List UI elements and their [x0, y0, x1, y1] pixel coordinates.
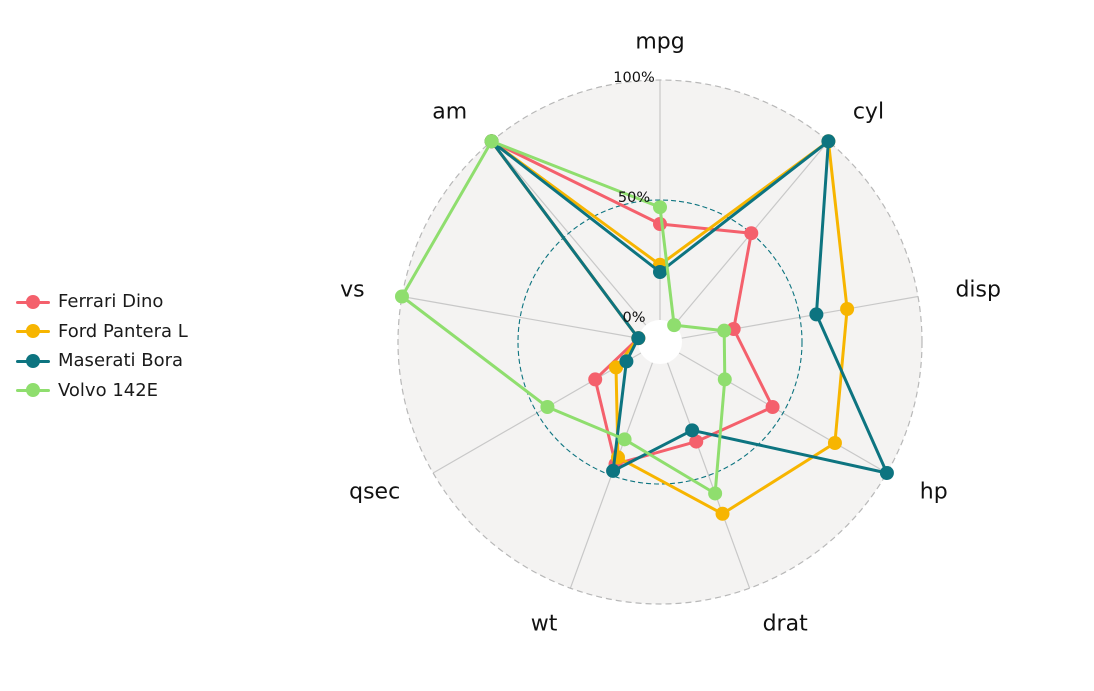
data-point-hp [879, 466, 894, 480]
axis-label-qsec: qsec [349, 480, 400, 505]
legend-label: Ford Pantera L [58, 320, 188, 342]
data-point-cyl [667, 318, 682, 333]
legend-swatch [14, 321, 52, 341]
legend-item: Volvo 142E [14, 376, 188, 406]
data-point-mpg [653, 265, 667, 279]
axis-line-drat [666, 362, 751, 589]
series-3 [394, 134, 732, 501]
axis-label-disp: disp [955, 277, 1001, 302]
legend-label: Maserati Bora [58, 350, 184, 372]
data-point-am [484, 134, 499, 149]
legend-swatch [14, 351, 52, 371]
data-point-hp [827, 436, 842, 450]
data-point-drat [685, 423, 700, 438]
legend: Ferrari Dino Ford Pantera L Maserati Bora V… [14, 287, 188, 405]
axis-label-drat: drat [763, 611, 808, 636]
grid-label-0: 0% [622, 310, 645, 326]
grid-label-2: 100% [613, 70, 654, 86]
data-point-vs [631, 331, 646, 346]
axis-label-mpg: mpg [635, 30, 684, 55]
data-point-hp [765, 400, 780, 414]
data-point-disp [717, 323, 732, 338]
data-point-qsec [588, 372, 603, 387]
data-point-drat [708, 486, 723, 501]
legend-label: Ferrari Dino [58, 291, 164, 313]
data-point-wt [606, 463, 621, 478]
axis-line-vs [401, 295, 639, 339]
grid-circle-50 [517, 199, 803, 485]
data-point-disp [809, 307, 824, 322]
data-point-vs [394, 289, 409, 304]
legend-item: Ferrari Dino [14, 287, 188, 317]
radar-series [394, 134, 894, 521]
grid-labels: 0% 50% 100% [613, 70, 654, 326]
data-point-drat [715, 506, 730, 521]
axis-label-am: am [432, 100, 467, 125]
axis-label-cyl: cyl [853, 100, 884, 125]
data-point-drat [689, 434, 704, 449]
data-point-wt [617, 432, 632, 447]
radar-grid [397, 79, 923, 605]
legend-swatch [14, 292, 52, 312]
legend-label: Volvo 142E [58, 379, 159, 401]
data-point-hp [717, 372, 732, 387]
axis-labels: mpg cyl disp hp drat wt qsec vs am [340, 30, 1001, 637]
axis-label-wt: wt [531, 611, 558, 636]
series-line [490, 139, 889, 475]
data-point-qsec [540, 400, 555, 414]
grid-circle-100 [397, 79, 923, 605]
legend-item: Ford Pantera L [14, 317, 188, 347]
legend-swatch [14, 380, 52, 400]
axis-label-hp: hp [920, 480, 948, 505]
data-point-cyl [744, 226, 759, 241]
legend-item: Maserati Bora [14, 346, 188, 376]
grid-label-1: 50% [618, 190, 650, 206]
data-point-qsec [619, 354, 634, 369]
data-point-qsec [609, 360, 624, 375]
data-point-cyl [821, 134, 836, 149]
data-point-disp [840, 302, 855, 317]
data-point-mpg [653, 200, 667, 215]
axis-label-vs: vs [340, 277, 364, 302]
series-line [400, 139, 727, 495]
